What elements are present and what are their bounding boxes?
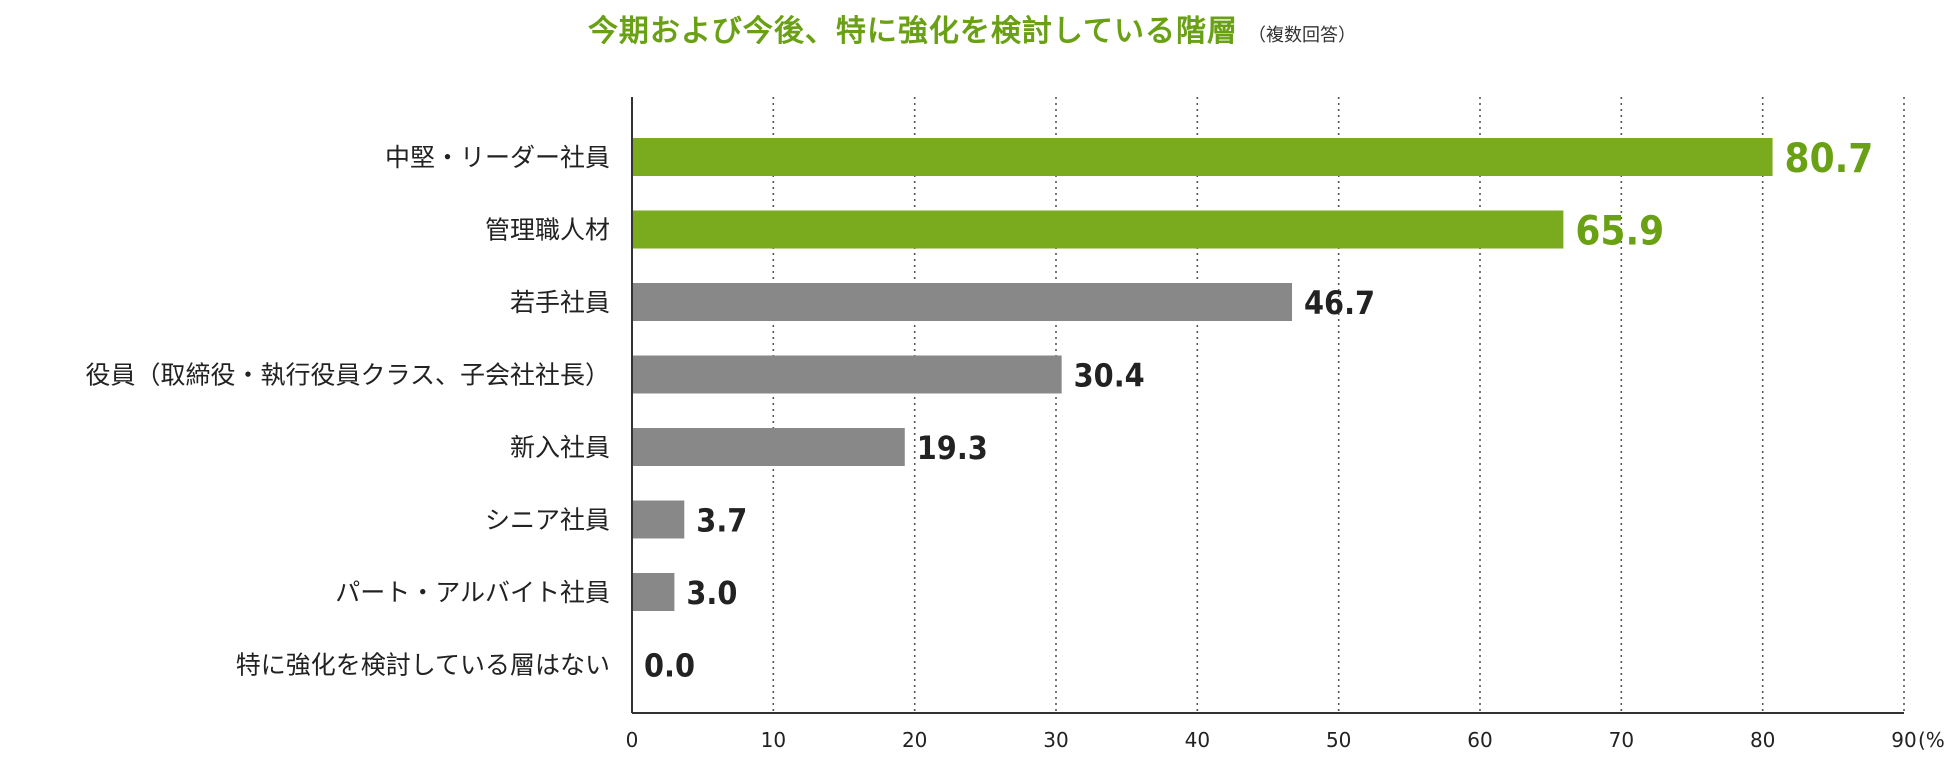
value-label: 3.0 bbox=[686, 574, 737, 612]
category-label: 特に強化を検討している層はない bbox=[236, 651, 610, 680]
axes bbox=[631, 97, 1904, 714]
category-label: パート・アルバイト社員 bbox=[335, 578, 610, 607]
value-label: 46.7 bbox=[1304, 284, 1375, 322]
x-tick-label: 90 bbox=[1891, 728, 1916, 752]
labels: 0 10 20 30 40 50 60 70 80 90(%) 中堅・リーダー社員 80.7 管理職人材… bbox=[85, 136, 1944, 752]
category-label: 役員（取締役・執行役員クラス、子会社社長） bbox=[85, 361, 610, 390]
unit-label: (%) bbox=[1918, 728, 1944, 752]
bar bbox=[632, 500, 685, 539]
grid-lines bbox=[772, 97, 1905, 713]
category-label: 新入社員 bbox=[510, 433, 610, 462]
x-tick-label: 80 bbox=[1750, 728, 1775, 752]
value-label: 80.7 bbox=[1785, 136, 1874, 182]
bar bbox=[632, 138, 1773, 176]
value-label: 3.7 bbox=[696, 502, 747, 540]
x-tick-label: 40 bbox=[1185, 728, 1210, 752]
category-label: 中堅・リーダー社員 bbox=[385, 143, 610, 172]
x-tick-label: 10 bbox=[761, 728, 786, 752]
chart-title-block: 今期および今後、特に強化を検討している階層 （複数回答） bbox=[0, 6, 1944, 50]
value-label: 30.4 bbox=[1074, 357, 1145, 395]
bar bbox=[632, 283, 1293, 321]
bar bbox=[632, 210, 1564, 249]
value-label: 0.0 bbox=[644, 647, 695, 685]
x-tick-label: 50 bbox=[1326, 728, 1351, 752]
bar bbox=[632, 355, 1062, 394]
x-tick-label: 60 bbox=[1467, 728, 1492, 752]
value-label: 19.3 bbox=[917, 429, 988, 467]
value-label: 65.9 bbox=[1575, 209, 1664, 255]
category-label: 管理職人材 bbox=[485, 216, 610, 245]
category-label: 若手社員 bbox=[510, 288, 610, 317]
x-tick-label: 0 bbox=[626, 728, 639, 752]
bar bbox=[632, 573, 675, 611]
chart-title: 今期および今後、特に強化を検討している階層 bbox=[587, 14, 1239, 49]
bar bbox=[632, 428, 905, 466]
x-tick-label: 70 bbox=[1609, 728, 1634, 752]
category-label: シニア社員 bbox=[485, 506, 610, 535]
chart-subtitle: （複数回答） bbox=[1248, 25, 1357, 46]
x-tick-label: 30 bbox=[1043, 728, 1068, 752]
x-tick-label: 20 bbox=[902, 728, 927, 752]
bars bbox=[632, 138, 1773, 611]
